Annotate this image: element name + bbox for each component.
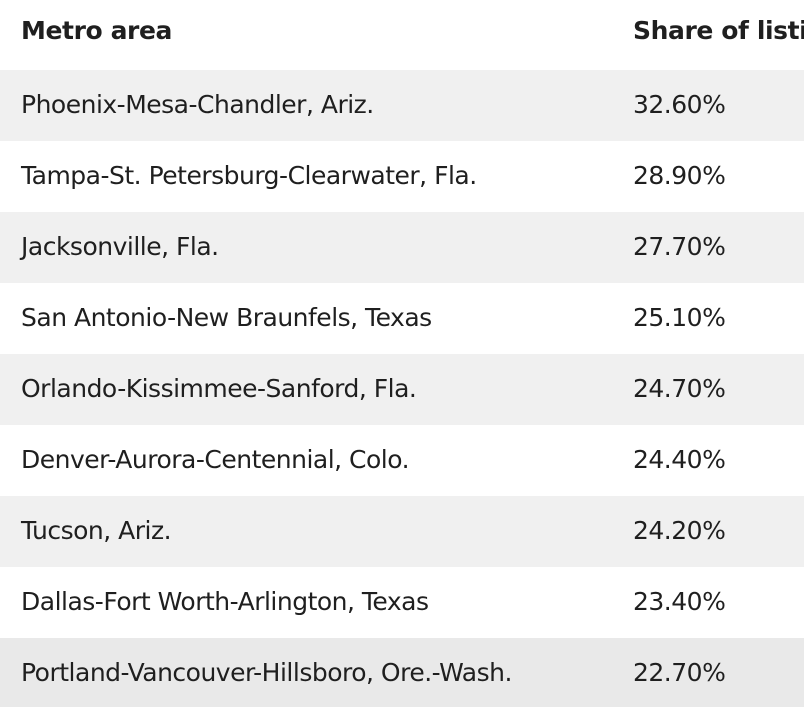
table-header: Metro area Share of listi — [0, 0, 804, 70]
metro-cell: San Antonio-New Braunfels, Texas — [21, 303, 432, 332]
share-cell: 27.70% — [633, 232, 726, 261]
metro-cell: Jacksonville, Fla. — [21, 232, 219, 261]
table-row: Orlando-Kissimmee-Sanford, Fla. 24.70% — [0, 354, 804, 425]
table-body: Phoenix-Mesa-Chandler, Ariz. 32.60% Tamp… — [0, 70, 804, 707]
table-row: Phoenix-Mesa-Chandler, Ariz. 32.60% — [0, 70, 804, 141]
header-metro-area: Metro area — [21, 16, 173, 45]
share-cell: 25.10% — [633, 303, 726, 332]
table-row: San Antonio-New Braunfels, Texas 25.10% — [0, 283, 804, 354]
share-cell: 24.20% — [633, 516, 726, 545]
table-row: Denver-Aurora-Centennial, Colo. 24.40% — [0, 425, 804, 496]
share-cell: 23.40% — [633, 587, 726, 616]
share-cell: 24.40% — [633, 445, 726, 474]
metro-cell: Phoenix-Mesa-Chandler, Ariz. — [21, 90, 374, 119]
header-share-of-listings: Share of listi — [633, 16, 804, 45]
table-row: Tucson, Ariz. 24.20% — [0, 496, 804, 567]
table-row: Portland-Vancouver-Hillsboro, Ore.-Wash.… — [0, 638, 804, 707]
metro-cell: Orlando-Kissimmee-Sanford, Fla. — [21, 374, 417, 403]
table-row: Dallas-Fort Worth-Arlington, Texas 23.40… — [0, 567, 804, 638]
metro-cell: Portland-Vancouver-Hillsboro, Ore.-Wash. — [21, 658, 512, 687]
share-cell: 28.90% — [633, 161, 726, 190]
metro-cell: Tucson, Ariz. — [21, 516, 172, 545]
table-row: Jacksonville, Fla. 27.70% — [0, 212, 804, 283]
share-cell: 22.70% — [633, 658, 726, 687]
share-cell: 32.60% — [633, 90, 726, 119]
table-row: Tampa-St. Petersburg-Clearwater, Fla. 28… — [0, 141, 804, 212]
share-cell: 24.70% — [633, 374, 726, 403]
metro-cell: Dallas-Fort Worth-Arlington, Texas — [21, 587, 429, 616]
metro-cell: Tampa-St. Petersburg-Clearwater, Fla. — [21, 161, 477, 190]
metro-cell: Denver-Aurora-Centennial, Colo. — [21, 445, 410, 474]
